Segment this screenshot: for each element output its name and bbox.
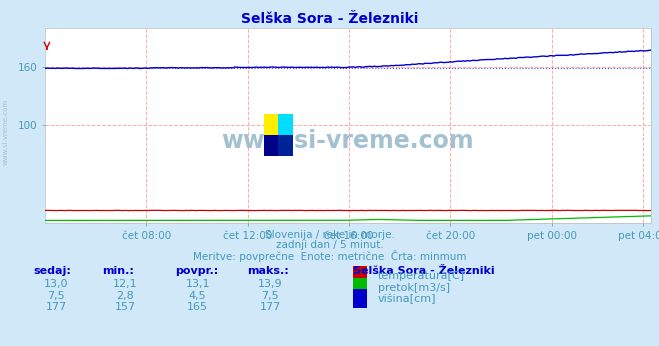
Text: 2,8: 2,8 — [117, 291, 134, 301]
Text: 13,1: 13,1 — [185, 279, 210, 289]
Text: 177: 177 — [45, 302, 67, 312]
Text: Meritve: povprečne  Enote: metrične  Črta: minmum: Meritve: povprečne Enote: metrične Črta:… — [192, 250, 467, 262]
Text: Selška Sora - Železniki: Selška Sora - Železniki — [241, 12, 418, 26]
Text: Selška Sora - Železniki: Selška Sora - Železniki — [353, 266, 494, 276]
Text: 4,5: 4,5 — [189, 291, 206, 301]
Text: 12,1: 12,1 — [113, 279, 138, 289]
Text: pretok[m3/s]: pretok[m3/s] — [378, 283, 449, 293]
Text: 13,9: 13,9 — [258, 279, 283, 289]
Text: min.:: min.: — [102, 266, 134, 276]
Text: zadnji dan / 5 minut.: zadnji dan / 5 minut. — [275, 240, 384, 251]
Text: 7,5: 7,5 — [47, 291, 65, 301]
Text: 165: 165 — [187, 302, 208, 312]
Text: 177: 177 — [260, 302, 281, 312]
Text: 13,0: 13,0 — [43, 279, 69, 289]
Text: Slovenija / reke in morje.: Slovenija / reke in morje. — [264, 230, 395, 240]
Text: 7,5: 7,5 — [262, 291, 279, 301]
Text: sedaj:: sedaj: — [33, 266, 71, 276]
Text: maks.:: maks.: — [247, 266, 289, 276]
Text: www.si-vreme.com: www.si-vreme.com — [221, 129, 474, 153]
Bar — [279, 114, 293, 135]
Text: temperatura[C]: temperatura[C] — [378, 272, 465, 281]
Bar — [279, 135, 293, 156]
Text: 157: 157 — [115, 302, 136, 312]
Text: višina[cm]: višina[cm] — [378, 294, 436, 304]
Bar — [264, 114, 279, 135]
Bar — [264, 135, 279, 156]
Text: www.si-vreme.com: www.si-vreme.com — [2, 98, 9, 165]
Text: povpr.:: povpr.: — [175, 266, 218, 276]
